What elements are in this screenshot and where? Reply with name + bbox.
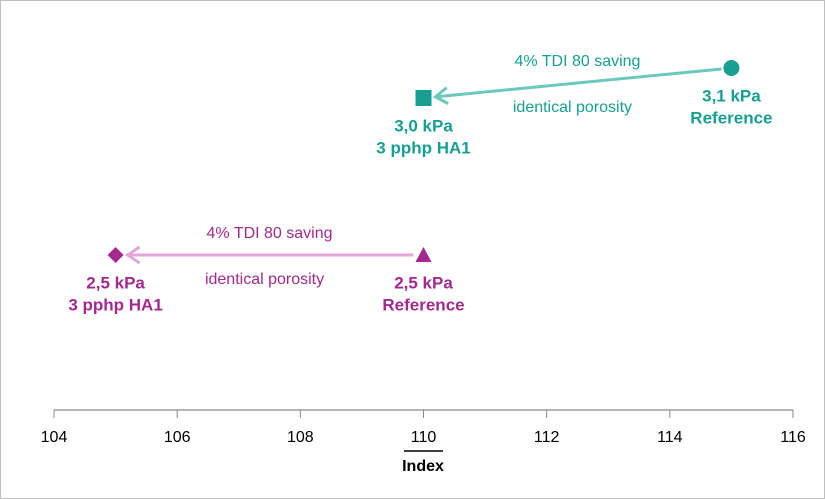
- point-label: 3,0 kPa: [394, 116, 453, 135]
- marker: [415, 90, 432, 106]
- arrow-label: identical porosity: [205, 271, 324, 288]
- marker: [415, 247, 432, 262]
- arrow-label: 4% TDI 80 saving: [514, 53, 640, 70]
- arrow-label: 4% TDI 80 saving: [207, 225, 333, 242]
- x-axis-label: Index: [402, 458, 444, 475]
- marker: [723, 60, 740, 76]
- arrow: [435, 67, 722, 99]
- point-label: 3 pphp HA1: [376, 138, 470, 157]
- x-tick-label: 104: [41, 429, 68, 446]
- x-tick-label: 112: [534, 429, 560, 446]
- arrow-label: identical porosity: [513, 99, 632, 116]
- marker: [107, 247, 124, 263]
- point-label: 2,5 kPa: [394, 273, 453, 292]
- x-tick-label: 116: [780, 429, 806, 446]
- arrow-head: [432, 86, 449, 105]
- x-tick-label: 114: [657, 429, 683, 446]
- arrow-head: [124, 245, 141, 265]
- x-tick-label: 106: [164, 429, 191, 446]
- point-label: 2,5 kPa: [86, 273, 145, 292]
- point-label: Reference: [690, 108, 772, 127]
- point-label: 3,1 kPa: [702, 86, 761, 105]
- point-label: Reference: [382, 295, 464, 314]
- point-label: 3 pphp HA1: [68, 295, 162, 314]
- x-tick-label: 110: [411, 429, 437, 446]
- x-tick-label: 108: [287, 429, 314, 446]
